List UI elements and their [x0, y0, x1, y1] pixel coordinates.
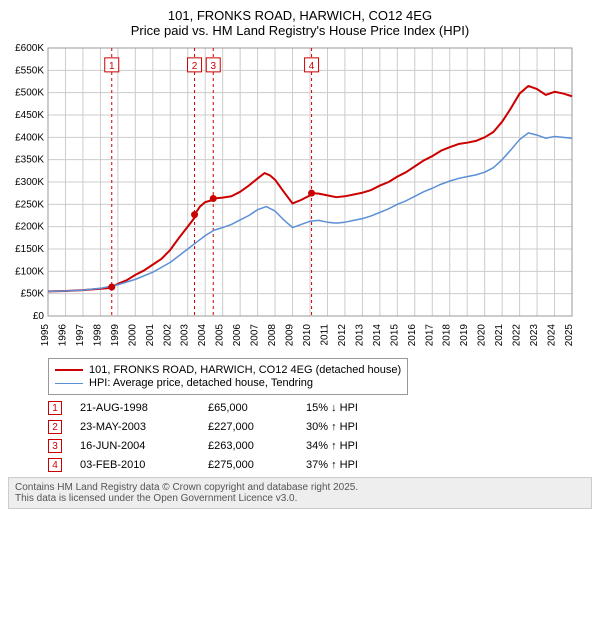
svg-text:1996: 1996 [57, 324, 68, 347]
legend-swatch [55, 383, 83, 384]
sale-event-price: £263,000 [208, 440, 288, 452]
svg-text:2000: 2000 [127, 324, 138, 347]
legend: 101, FRONKS ROAD, HARWICH, CO12 4EG (det… [48, 358, 408, 395]
sale-event-date: 23-MAY-2003 [80, 421, 190, 433]
svg-text:2014: 2014 [372, 324, 383, 347]
svg-text:£100K: £100K [15, 266, 44, 277]
svg-text:1997: 1997 [75, 324, 86, 347]
legend-swatch [55, 369, 83, 371]
svg-text:2019: 2019 [459, 324, 470, 347]
sale-event-pct: 15% ↓ HPI [306, 402, 396, 414]
svg-text:2009: 2009 [285, 324, 296, 347]
svg-text:2012: 2012 [337, 324, 348, 347]
title-line-2: Price paid vs. HM Land Registry's House … [8, 23, 592, 38]
sale-event-date: 16-JUN-2004 [80, 440, 190, 452]
legend-item: 101, FRONKS ROAD, HARWICH, CO12 4EG (det… [55, 364, 401, 376]
svg-text:£300K: £300K [15, 177, 44, 188]
svg-text:£500K: £500K [15, 88, 44, 99]
svg-text:1: 1 [109, 61, 115, 72]
svg-text:1998: 1998 [92, 324, 103, 347]
svg-text:1995: 1995 [40, 324, 51, 347]
legend-label: 101, FRONKS ROAD, HARWICH, CO12 4EG (det… [89, 364, 401, 376]
sales-events-table: 1 21-AUG-1998 £65,000 15% ↓ HPI 2 23-MAY-2003… [48, 401, 592, 472]
svg-text:2004: 2004 [197, 324, 208, 347]
sale-event-pct: 30% ↑ HPI [306, 421, 396, 433]
svg-text:£150K: £150K [15, 244, 44, 255]
price-chart: £0 £50K £100K £150K £200K £250K £300K £350K £400… [8, 42, 578, 352]
legend-label: HPI: Average price, detached house, Tend… [89, 377, 313, 389]
svg-text:2025: 2025 [564, 324, 575, 347]
sale-event-row: 4 03-FEB-2010 £275,000 37% ↑ HPI [48, 458, 592, 472]
footer-line-2: This data is licensed under the Open Gov… [15, 493, 585, 504]
sale-event-marker: 1 [48, 401, 62, 415]
svg-text:2020: 2020 [477, 324, 488, 347]
svg-text:£550K: £550K [15, 65, 44, 76]
sale-event-pct: 34% ↑ HPI [306, 440, 396, 452]
svg-text:2023: 2023 [529, 324, 540, 347]
sale-event-price: £227,000 [208, 421, 288, 433]
svg-text:2008: 2008 [267, 324, 278, 347]
svg-text:2015: 2015 [389, 324, 400, 347]
attribution-footer: Contains HM Land Registry data © Crown c… [8, 477, 592, 509]
sale-event-price: £275,000 [208, 459, 288, 471]
svg-text:£400K: £400K [15, 132, 44, 143]
svg-text:2018: 2018 [442, 324, 453, 347]
svg-text:2017: 2017 [424, 324, 435, 347]
svg-text:£350K: £350K [15, 155, 44, 166]
sale-event-pct: 37% ↑ HPI [306, 459, 396, 471]
sale-event-date: 03-FEB-2010 [80, 459, 190, 471]
sale-event-row: 1 21-AUG-1998 £65,000 15% ↓ HPI [48, 401, 592, 415]
sale-event-marker: 2 [48, 420, 62, 434]
svg-text:2024: 2024 [547, 324, 558, 347]
title-line-1: 101, FRONKS ROAD, HARWICH, CO12 4EG [8, 8, 592, 23]
sale-event-price: £65,000 [208, 402, 288, 414]
chart-area: £0 £50K £100K £150K £200K £250K £300K £350K £400… [8, 42, 592, 352]
svg-text:2011: 2011 [319, 324, 330, 346]
svg-text:2016: 2016 [407, 324, 418, 347]
svg-text:2013: 2013 [354, 324, 365, 347]
svg-text:2021: 2021 [494, 324, 505, 347]
svg-text:2003: 2003 [180, 324, 191, 347]
footer-line-1: Contains HM Land Registry data © Crown c… [15, 482, 585, 493]
sale-event-row: 2 23-MAY-2003 £227,000 30% ↑ HPI [48, 420, 592, 434]
svg-text:2001: 2001 [145, 324, 156, 347]
svg-text:£450K: £450K [15, 110, 44, 121]
svg-text:1999: 1999 [110, 324, 121, 347]
svg-text:2022: 2022 [512, 324, 523, 347]
svg-text:2010: 2010 [302, 324, 313, 347]
sale-event-date: 21-AUG-1998 [80, 402, 190, 414]
svg-text:£250K: £250K [15, 199, 44, 210]
chart-title-block: 101, FRONKS ROAD, HARWICH, CO12 4EG Pric… [8, 8, 592, 38]
sale-event-row: 3 16-JUN-2004 £263,000 34% ↑ HPI [48, 439, 592, 453]
sale-event-marker: 4 [48, 458, 62, 472]
svg-text:2: 2 [192, 61, 198, 72]
svg-text:4: 4 [309, 61, 315, 72]
svg-text:£0: £0 [33, 311, 45, 322]
sale-event-marker: 3 [48, 439, 62, 453]
svg-text:£600K: £600K [15, 43, 44, 54]
svg-text:2005: 2005 [215, 324, 226, 347]
svg-text:£50K: £50K [21, 289, 45, 300]
svg-text:3: 3 [210, 61, 216, 72]
svg-text:£200K: £200K [15, 222, 44, 233]
legend-item: HPI: Average price, detached house, Tend… [55, 377, 401, 389]
svg-text:2002: 2002 [162, 324, 173, 347]
svg-text:2007: 2007 [250, 324, 261, 347]
svg-text:2006: 2006 [232, 324, 243, 347]
